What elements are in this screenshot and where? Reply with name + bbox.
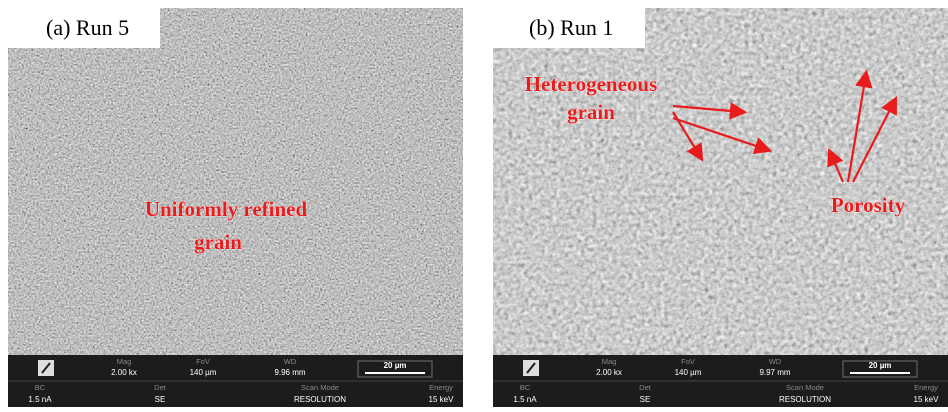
- info-key: Energy: [429, 383, 453, 392]
- info-value: 1.5 nA: [28, 395, 52, 404]
- info-value: SE: [155, 395, 166, 404]
- panel-label: (b) Run 1: [529, 15, 613, 40]
- annotation: Porosity: [831, 193, 906, 217]
- annotation: grain: [567, 100, 615, 124]
- info-value: 2.00 kx: [111, 368, 137, 377]
- panel-b: (b) Run 1 Heterogeneous grain Porosity M…: [493, 8, 948, 407]
- info-key: Mag: [117, 357, 132, 366]
- annotation: grain: [194, 230, 242, 254]
- info-bar: Mag 2.00 kx FoV 140 µm WD 9.97 mm 20 µm BC 1.5 n…: [493, 355, 948, 407]
- info-value: 15 keV: [429, 395, 455, 404]
- info-key: Scan Mode: [786, 383, 824, 392]
- panel-a: (a) Run 5 Uniformly refined grain Mag 2.0…: [8, 8, 463, 407]
- info-value: 9.96 mm: [274, 368, 305, 377]
- info-key: FoV: [681, 357, 695, 366]
- info-key: WD: [284, 357, 297, 366]
- panel-label: (a) Run 5: [46, 15, 129, 40]
- info-key: Det: [639, 383, 652, 392]
- info-value: 9.97 mm: [759, 368, 790, 377]
- sem-image: [493, 8, 948, 355]
- annotation: Heterogeneous: [525, 72, 658, 96]
- info-key: WD: [769, 357, 782, 366]
- info-key: BC: [520, 383, 531, 392]
- info-value: SE: [640, 395, 651, 404]
- info-value: RESOLUTION: [294, 395, 346, 404]
- info-value: 15 keV: [914, 395, 940, 404]
- info-key: Det: [154, 383, 167, 392]
- sem-image: [8, 8, 463, 355]
- scale-label: 20 µm: [384, 361, 407, 370]
- info-key: FoV: [196, 357, 210, 366]
- info-key: Energy: [914, 383, 938, 392]
- info-value: 140 µm: [675, 368, 702, 377]
- info-bar: Mag 2.00 kx FoV 140 µm WD 9.96 mm 20 µm BC 1.5 n…: [8, 355, 463, 407]
- info-key: Scan Mode: [301, 383, 339, 392]
- info-value: 2.00 kx: [596, 368, 622, 377]
- info-key: BC: [35, 383, 46, 392]
- info-key: Mag: [602, 357, 617, 366]
- info-value: 1.5 nA: [513, 395, 537, 404]
- info-value: RESOLUTION: [779, 395, 831, 404]
- scale-label: 20 µm: [869, 361, 892, 370]
- figure: (a) Run 5 Uniformly refined grain Mag 2.0…: [0, 0, 948, 407]
- info-value: 140 µm: [190, 368, 217, 377]
- annotation: Uniformly refined: [145, 197, 308, 221]
